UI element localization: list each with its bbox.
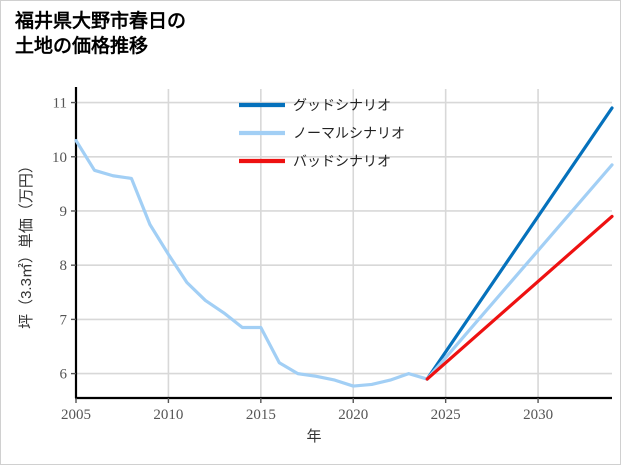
series-line-0 xyxy=(425,106,614,381)
series-line-1 xyxy=(74,138,614,388)
y-axis-tick-label: 11 xyxy=(53,96,67,112)
x-axis-tick-label: 2010 xyxy=(153,407,183,423)
axes xyxy=(74,87,612,400)
y-axis-tick-label: 9 xyxy=(60,204,68,220)
x-axis-tick-label: 2015 xyxy=(246,407,276,423)
page-title: 福井県大野市春日の 土地の価格推移 xyxy=(15,11,187,58)
legend-label-2: バッドシナリオ xyxy=(293,153,391,169)
y-axis-tick-label: 7 xyxy=(60,312,68,328)
x-axis-tick-labels: 2005 2010 2015 2020 2025 2030 xyxy=(61,407,553,423)
y-axis-title: 坪（3.3㎡）単価（万円） xyxy=(18,158,35,329)
series-line-2 xyxy=(425,214,614,381)
x-axis-title: 年 xyxy=(306,428,321,445)
y-axis-tick-label: 6 xyxy=(60,367,68,383)
x-axis-tick-label: 2025 xyxy=(431,407,461,423)
legend-label-0: グッドシナリオ xyxy=(293,97,391,113)
x-axis-tick-label: 2005 xyxy=(61,407,91,423)
y-axis-tick-label: 8 xyxy=(60,258,68,274)
y-axis-tick-labels: 6 7 8 9 10 11 xyxy=(52,96,68,383)
x-axis-tick-label: 2020 xyxy=(338,407,368,423)
legend-label-1: ノーマルシナリオ xyxy=(293,125,405,141)
data-series xyxy=(74,106,614,388)
axis-titles: 年 坪（3.3㎡）単価（万円） xyxy=(18,158,322,445)
y-axis-tick-label: 10 xyxy=(52,150,67,166)
x-axis-tick-label: 2030 xyxy=(523,407,553,423)
tick-marks xyxy=(71,101,539,403)
